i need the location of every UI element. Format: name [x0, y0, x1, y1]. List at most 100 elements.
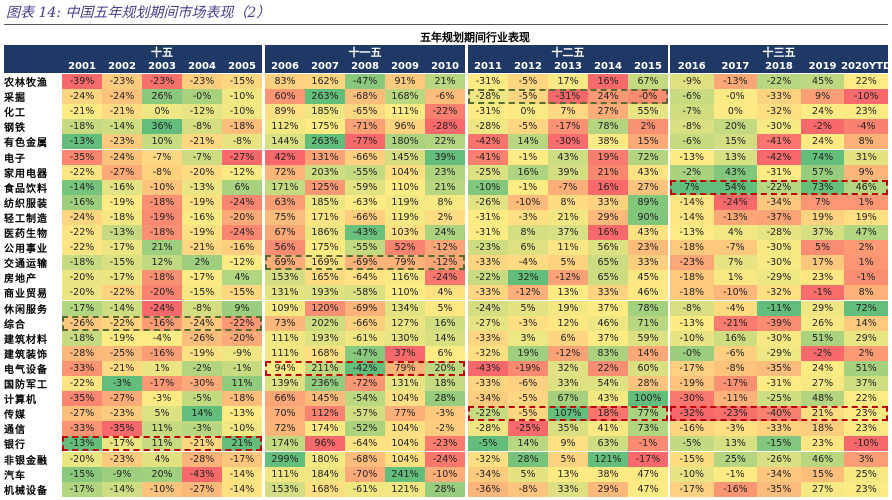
cell: -12%: [182, 104, 222, 120]
cell: -5%: [508, 74, 548, 90]
cell: 47%: [844, 225, 888, 241]
cell: 19%: [588, 149, 628, 165]
cell: -25%: [468, 164, 508, 180]
cell: -15%: [62, 466, 102, 482]
cell: 43%: [548, 149, 588, 165]
cell: -3%: [713, 421, 758, 437]
cell: 145%: [385, 149, 425, 165]
cell: 180%: [305, 451, 345, 467]
cell: 8%: [425, 194, 465, 210]
cell: -10%: [425, 466, 465, 482]
cell: 6%: [548, 330, 588, 346]
cell: -18%: [670, 270, 714, 286]
year-header: 2017: [713, 59, 758, 73]
cell: 48%: [800, 391, 845, 407]
cell: 17%: [800, 255, 845, 271]
cell: -34%: [468, 391, 508, 407]
cell: 111%: [265, 345, 305, 361]
cell: 37%: [844, 376, 888, 392]
cell: 5%: [548, 255, 588, 271]
cell: 23%: [844, 406, 888, 422]
cell: -1%: [800, 285, 845, 301]
cell: -0%: [713, 89, 758, 105]
cell: 186%: [305, 225, 345, 241]
cell: 37%: [548, 225, 588, 241]
cell: 1%: [713, 270, 758, 286]
highlight-box: [468, 89, 668, 105]
cell: -47%: [345, 345, 385, 361]
cell: -10%: [844, 436, 888, 452]
cell: 11%: [142, 421, 182, 437]
cell: 91%: [385, 74, 425, 90]
cell: -8%: [670, 119, 714, 135]
cell: -19%: [508, 360, 548, 376]
cell: -13%: [222, 406, 262, 422]
cell: 18%: [588, 406, 628, 422]
row-label: 食品饮料: [4, 183, 48, 195]
cell: 29%: [588, 481, 628, 497]
cell: -22%: [62, 164, 102, 180]
cell: -16%: [182, 209, 222, 225]
cell: -10%: [670, 330, 714, 346]
cell: 75%: [265, 209, 305, 225]
cell: 56%: [588, 240, 628, 256]
cell: 241%: [385, 466, 425, 482]
cell: 33%: [628, 255, 668, 271]
cell: -5%: [508, 119, 548, 135]
cell: -21%: [102, 104, 142, 120]
cell: 110%: [385, 285, 425, 301]
cell: 37%: [385, 345, 425, 361]
cell: 39%: [548, 164, 588, 180]
cell: -30%: [757, 119, 801, 135]
cell: -24%: [102, 149, 142, 165]
cell: 26%: [142, 89, 182, 105]
row-label: 国防军工: [4, 380, 48, 392]
cell: -4%: [844, 119, 888, 135]
cell: 72%: [844, 300, 888, 316]
cell: -27%: [222, 149, 262, 165]
cell: -15%: [757, 436, 801, 452]
cell: -33%: [62, 360, 102, 376]
cell: -10%: [508, 194, 548, 210]
cell: 12%: [548, 315, 588, 331]
cell: 121%: [588, 451, 628, 467]
cell: 7%: [670, 179, 714, 195]
cell: 5%: [800, 240, 845, 256]
cell: -1%: [222, 360, 262, 376]
cell: 13%: [548, 285, 588, 301]
highlight-box: [62, 315, 262, 331]
cell: 63%: [588, 436, 628, 452]
cell: 120%: [305, 300, 345, 316]
cell: -15%: [102, 255, 142, 271]
cell: -66%: [345, 209, 385, 225]
cell: 72%: [628, 149, 668, 165]
cell: -17%: [628, 451, 668, 467]
cell: 66%: [265, 391, 305, 407]
cell: 74%: [800, 149, 845, 165]
highlight-box: [62, 436, 262, 452]
cell: -22%: [62, 240, 102, 256]
cell: -17%: [62, 300, 102, 316]
cell: 6%: [425, 345, 465, 361]
cell: 180%: [385, 134, 425, 150]
year-header: 2018: [757, 59, 801, 73]
cell: 111%: [265, 466, 305, 482]
cell: -12%: [508, 285, 548, 301]
cell: 33%: [588, 285, 628, 301]
cell: -17%: [548, 119, 588, 135]
cell: -17%: [713, 376, 758, 392]
cell: 73%: [800, 179, 845, 195]
cell: -69%: [345, 255, 385, 271]
cell: -10%: [222, 104, 262, 120]
cell: 7%: [800, 194, 845, 210]
cell: -6%: [670, 89, 714, 105]
cell: 162%: [305, 74, 345, 90]
year-header: 2014: [588, 59, 628, 73]
cell: 16%: [588, 74, 628, 90]
header-corner: [4, 45, 62, 73]
cell: -27%: [62, 406, 102, 422]
cell: -13%: [713, 209, 758, 225]
cell: -17%: [670, 481, 714, 497]
cell: 29%: [800, 300, 845, 316]
row-label: 纺织服装: [4, 198, 48, 210]
